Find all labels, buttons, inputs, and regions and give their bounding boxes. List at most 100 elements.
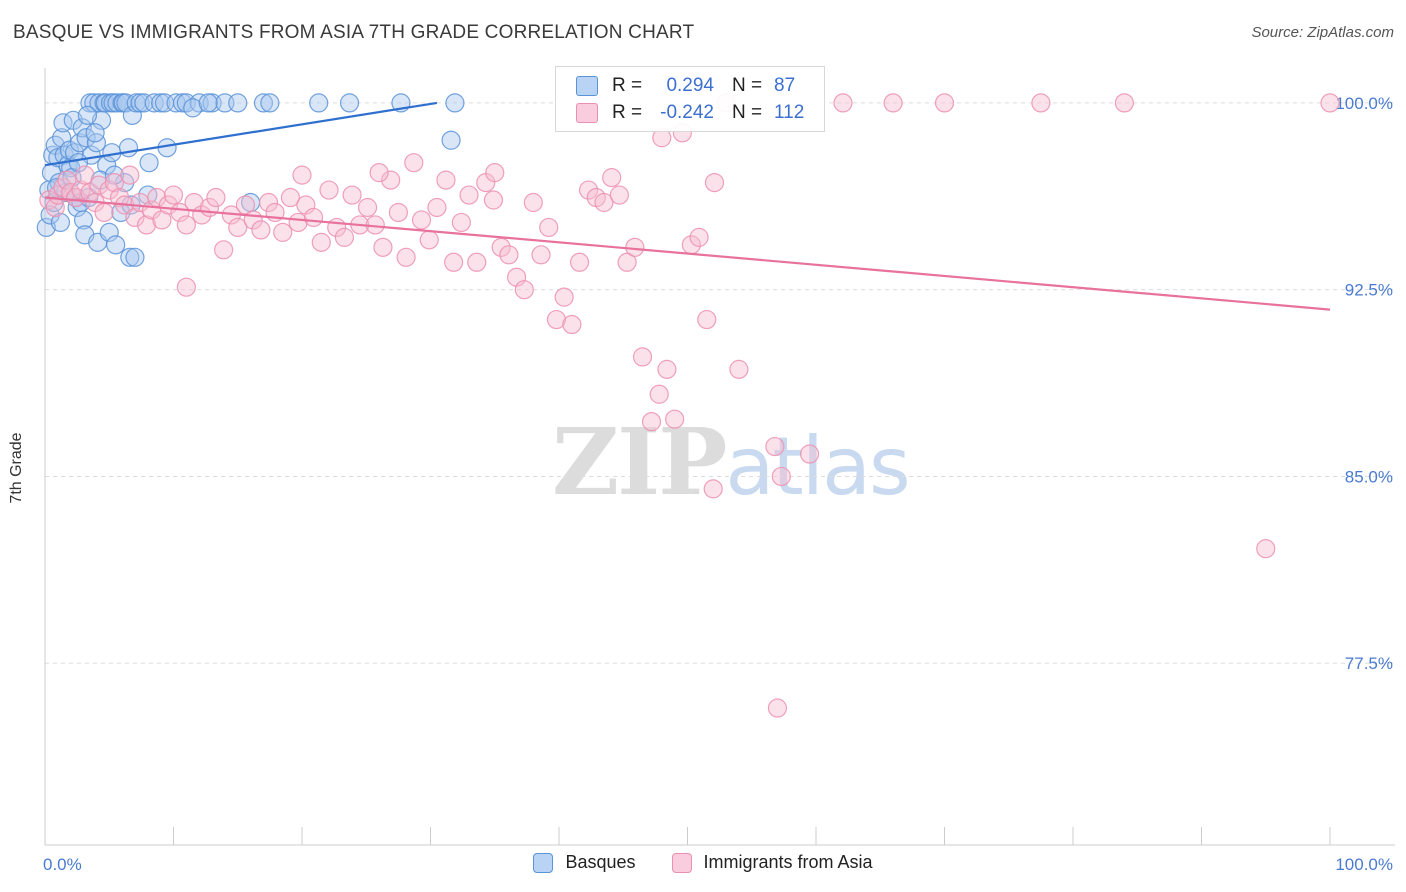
point-basques: [50, 212, 71, 233]
point-basques: [64, 143, 85, 163]
point-asia: [602, 168, 622, 188]
point-asia: [104, 172, 124, 193]
x-tick-label-right: 100.0%: [1335, 855, 1393, 874]
point-asia: [89, 175, 109, 195]
point-asia: [689, 227, 709, 247]
point-asia: [833, 93, 853, 113]
point-asia: [641, 412, 662, 432]
legend-r-value: 0.294: [666, 75, 714, 96]
point-basques: [120, 247, 140, 267]
point-asia: [411, 210, 432, 230]
stats-legend: R = 0.294 N = 87 R = -0.242 N = 112: [555, 66, 825, 132]
point-asia: [136, 215, 157, 235]
point-asia: [1114, 93, 1135, 113]
watermark-zip: ZIP: [552, 408, 727, 516]
point-asia: [665, 409, 685, 429]
point-asia: [799, 444, 820, 464]
legend-swatch-pink: [576, 103, 598, 123]
point-asia: [771, 466, 791, 487]
point-asia: [163, 185, 184, 205]
watermark-atlas: atlas: [725, 420, 910, 513]
point-asia: [176, 277, 196, 297]
point-basques: [309, 93, 329, 113]
legend-swatch-asia: [671, 852, 692, 873]
watermark: ZIPatlas: [552, 408, 911, 516]
point-asia: [499, 245, 519, 265]
trendline-basques: [44, 101, 438, 167]
point-basques: [125, 247, 145, 267]
point-basques: [84, 93, 104, 113]
point-asia: [94, 202, 114, 223]
point-asia: [311, 232, 331, 252]
legend-row-basques: R = 0.294 N = 87: [576, 73, 795, 99]
point-asia: [251, 220, 271, 240]
point-basques: [183, 98, 203, 118]
point-basques: [445, 93, 465, 113]
point-asia: [451, 212, 471, 233]
trendline-asia: [44, 196, 1331, 311]
legend-n-label: N =: [732, 75, 763, 96]
point-asia: [459, 185, 479, 205]
y-tick-label: 77.5%: [1345, 654, 1393, 673]
y-tick-label: 92.5%: [1345, 281, 1393, 300]
point-basques: [86, 133, 107, 153]
point-asia: [288, 212, 308, 233]
point-asia: [57, 170, 77, 190]
point-asia: [292, 165, 312, 185]
point-asia: [1031, 93, 1051, 113]
point-basques: [118, 138, 139, 158]
point-basques: [228, 93, 248, 113]
legend-label-basques: Basques: [565, 852, 636, 872]
point-basques: [85, 123, 105, 143]
legend-item-basques: Basques: [533, 852, 636, 873]
point-asia: [334, 227, 355, 247]
point-asia: [609, 185, 629, 205]
point-asia: [427, 197, 447, 218]
point-asia: [419, 230, 439, 250]
point-asia: [594, 192, 614, 213]
point-basques: [106, 235, 126, 255]
point-asia: [258, 192, 279, 213]
legend-n-value: 87: [774, 75, 796, 96]
point-asia: [39, 190, 59, 210]
point-asia: [704, 172, 725, 193]
legend-label-asia: Immigrants from Asia: [703, 852, 873, 872]
legend-swatch-basques: [533, 852, 554, 873]
legend-item-asia: Immigrants from Asia: [671, 852, 873, 873]
legend-swatch-blue: [576, 76, 598, 96]
point-asia: [404, 153, 424, 173]
point-asia: [765, 436, 785, 457]
point-asia: [125, 207, 145, 228]
point-basques: [253, 93, 274, 113]
legend-n-value: 112: [774, 102, 805, 123]
point-asia: [569, 252, 590, 272]
point-asia: [578, 180, 599, 200]
point-basques: [104, 165, 124, 185]
point-asia: [303, 207, 324, 228]
point-asia: [554, 287, 574, 307]
point-asia: [357, 197, 378, 218]
point-asia: [523, 192, 543, 213]
point-asia: [444, 252, 464, 272]
point-asia: [546, 309, 567, 330]
point-asia: [1320, 93, 1340, 113]
point-asia: [373, 237, 393, 257]
point-asia: [483, 190, 504, 210]
point-asia: [632, 347, 653, 367]
point-asia: [214, 240, 234, 260]
point-basques: [99, 222, 119, 242]
point-asia: [467, 252, 487, 272]
point-asia: [176, 215, 196, 235]
point-asia: [697, 309, 717, 330]
point-asia: [729, 359, 749, 379]
point-basques: [339, 93, 360, 113]
point-asia: [75, 165, 95, 185]
point-asia: [883, 93, 903, 113]
point-asia: [1256, 539, 1276, 559]
y-tick-label: 85.0%: [1345, 467, 1393, 486]
point-basques: [260, 93, 280, 113]
point-asia: [396, 247, 416, 267]
point-asia: [206, 187, 226, 208]
chart-title: BASQUE VS IMMIGRANTS FROM ASIA 7TH GRADE…: [13, 22, 695, 43]
